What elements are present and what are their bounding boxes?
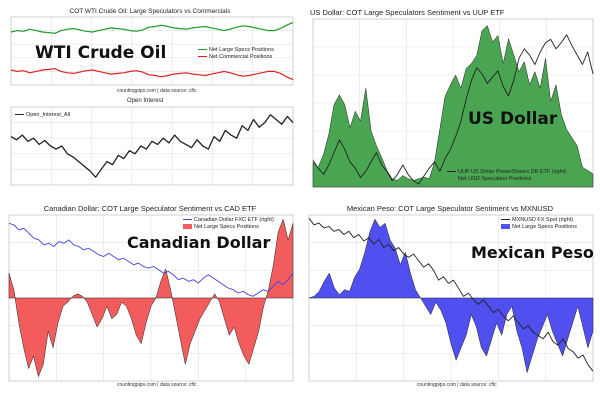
oil-chart-title: COT WTI Crude Oil: Large Speculators vs … — [69, 8, 231, 15]
legend-label: Canadian Dollar FXC ETF (right) — [194, 217, 274, 223]
legend-label: Net Large Specs Positions — [194, 224, 259, 230]
mxn-panel: Mexican Peso: COT Large Speculator Senti… — [305, 203, 595, 395]
fxc-price-line — [8, 222, 294, 297]
cad-chart-title: Canadian Dollar: COT Large Speculator Se… — [43, 204, 257, 213]
usd-chart-title: US Dollar: COT Large Speculators Sentime… — [310, 8, 505, 17]
legend-label: Net Commercial Positions — [209, 54, 273, 60]
mxn-legend: MXNUSD FX Spot (right) Net Large Specs P… — [501, 217, 577, 231]
net-commercial-line — [10, 68, 294, 81]
usd-legend: UUP US Dollar PowerShares DB ETF (right)… — [447, 169, 566, 183]
cad-overlay-label: Canadian Dollar — [127, 233, 271, 252]
mxnusd-price-line — [308, 218, 594, 372]
legend-label: Open_Interest_All — [26, 112, 71, 118]
cad-legend: Canadian Dollar FXC ETF (right) Net Larg… — [183, 217, 274, 231]
cad-specs-area — [8, 218, 294, 378]
mxn-specs-area — [308, 218, 594, 373]
legend-label: Net Large Specs Positions — [209, 47, 274, 53]
oil-chart — [10, 16, 294, 186]
uup-price-line — [312, 34, 594, 185]
legend-item-net-commercial: Net Commercial Positions — [198, 54, 274, 61]
oil-bottom-legend: Open_Interest_All — [15, 112, 70, 119]
oil-open-interest-title: Open Interest — [127, 98, 164, 104]
legend-item-net-large-specs: Net Large Specs Positions — [183, 224, 274, 231]
net-usd-area — [312, 25, 594, 188]
open-interest-line — [10, 114, 294, 178]
legend-label: MXNUSD FX Spot (right) — [512, 217, 574, 223]
plot-frame — [10, 106, 294, 186]
legend-item-net-large-specs: Net Large Specs Positions — [501, 224, 577, 231]
mxn-source: countingpips.com | data source: cftc — [417, 382, 497, 388]
plot-frame — [10, 16, 294, 86]
oil-overlay-label: WTI Crude Oil — [35, 43, 167, 63]
cad-panel: Canadian Dollar: COT Large Speculator Se… — [5, 203, 295, 395]
net-large-specs-line — [10, 21, 294, 34]
cad-source: countingpips.com | data source: cftc — [117, 382, 197, 388]
legend-item-fxc: Canadian Dollar FXC ETF (right) — [183, 217, 274, 224]
legend-item-open-interest: Open_Interest_All — [15, 112, 70, 119]
mxn-overlay-label: Mexican Peso — [471, 243, 594, 262]
legend-label: Net Large Specs Positions — [512, 224, 577, 230]
legend-label: Net USD Speculator Positions — [458, 176, 532, 182]
mxn-chart — [308, 214, 594, 382]
oil-panel: COT WTI Crude Oil: Large Speculators vs … — [5, 5, 295, 189]
legend-item-uup: UUP US Dollar PowerShares DB ETF (right) — [447, 169, 566, 176]
mxn-chart-title: Mexican Peso: COT Large Speculator Senti… — [346, 204, 554, 213]
oil-source-top: countingpips.com | data source: cftc — [117, 88, 197, 94]
legend-item-mxnusd: MXNUSD FX Spot (right) — [501, 217, 577, 224]
legend-item-net-usd: Net USD Speculator Positions — [447, 176, 566, 183]
legend-label: UUP US Dollar PowerShares DB ETF (right) — [458, 169, 567, 175]
usd-panel: US Dollar: COT Large Speculators Sentime… — [305, 5, 595, 189]
usd-chart — [312, 18, 594, 188]
legend-item-net-large-specs: Net Large Specs Positions — [198, 47, 274, 54]
usd-overlay-label: US Dollar — [468, 109, 558, 129]
oil-top-legend: Net Large Specs Positions Net Commercial… — [198, 47, 274, 61]
cad-chart — [8, 214, 294, 382]
